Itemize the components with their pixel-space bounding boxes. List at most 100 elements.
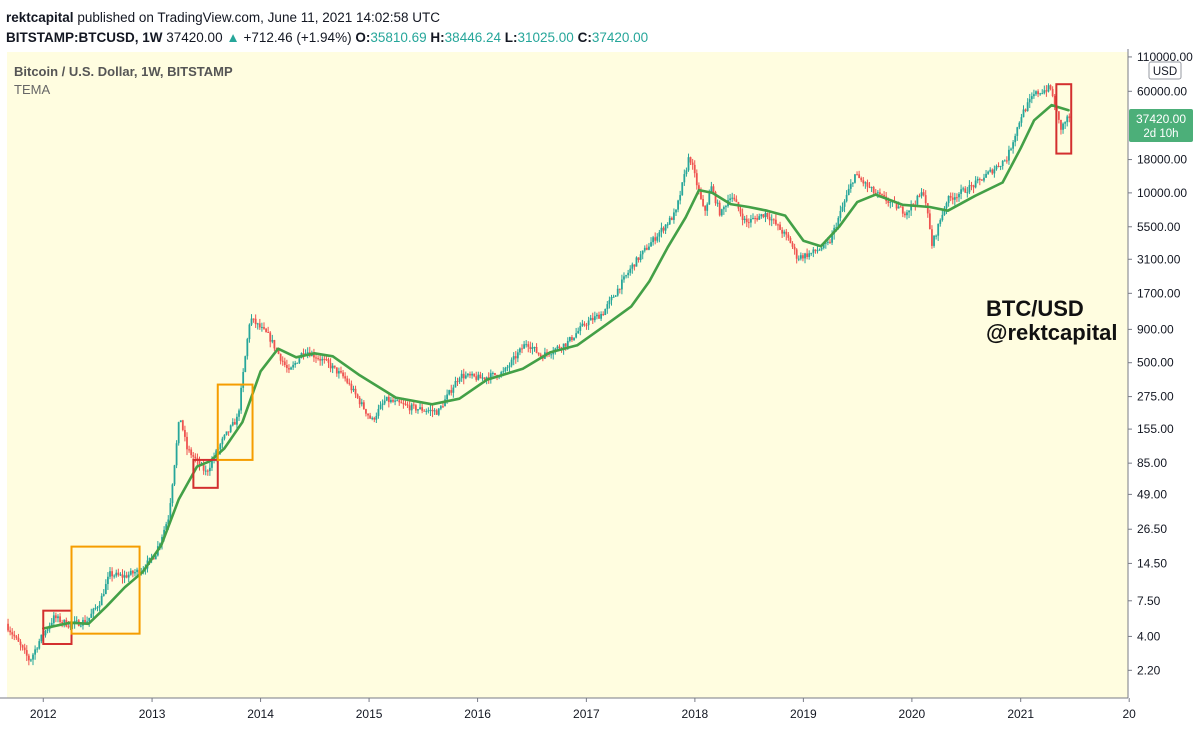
candle	[115, 569, 118, 578]
candle	[928, 209, 931, 230]
candle	[933, 235, 935, 248]
chart-header: rektcapital published on TradingView.com…	[6, 8, 1196, 48]
price-tick-label: 500.00	[1137, 356, 1174, 370]
candle	[970, 181, 973, 191]
open-label: O:	[355, 30, 371, 45]
candle	[864, 181, 867, 189]
candle	[86, 616, 89, 624]
candle	[1010, 147, 1012, 151]
candle	[591, 312, 594, 325]
candle	[412, 401, 415, 409]
candle	[188, 445, 190, 453]
candle	[273, 339, 276, 352]
annotation-boxes	[42, 83, 1073, 645]
candle	[1014, 133, 1017, 147]
candle	[829, 239, 831, 244]
candle	[190, 447, 193, 459]
candle	[414, 403, 417, 414]
candle	[504, 366, 507, 373]
candle	[467, 373, 469, 378]
candle	[741, 208, 744, 226]
candle	[90, 608, 93, 618]
candle	[1026, 98, 1029, 112]
price-chart[interactable]: 110000.00 60000.00 18000.00 10000.00 5500.00…	[0, 49, 1200, 741]
candle	[602, 311, 605, 317]
candle	[419, 402, 421, 410]
candle	[256, 322, 259, 330]
candle	[571, 334, 573, 342]
candle	[1020, 113, 1023, 127]
candle	[635, 256, 638, 267]
candle	[664, 224, 667, 235]
candle	[999, 165, 1002, 171]
candle	[901, 204, 904, 218]
candle	[966, 186, 969, 198]
candle	[631, 262, 634, 274]
candle	[352, 385, 355, 393]
candle	[750, 214, 752, 228]
candle	[1051, 86, 1054, 98]
candle	[660, 222, 663, 238]
candle	[614, 294, 617, 297]
candle	[791, 241, 794, 250]
candle	[102, 589, 105, 597]
candle	[15, 634, 18, 640]
price-tick-label: 26.50	[1137, 522, 1167, 536]
candle	[1045, 85, 1048, 97]
candle	[581, 319, 584, 327]
candle	[321, 356, 324, 366]
candle	[121, 569, 124, 584]
author-name[interactable]: rektcapital	[6, 10, 74, 25]
candle	[491, 371, 494, 378]
currency-badge[interactable]: USD	[1148, 61, 1182, 80]
candle	[21, 644, 24, 651]
candle	[903, 211, 906, 218]
candle	[98, 601, 101, 612]
price-tick-label: 60000.00	[1137, 84, 1187, 98]
candle	[787, 232, 790, 241]
candle	[233, 418, 236, 425]
time-tick-label: 2018	[682, 707, 709, 721]
candle	[285, 359, 288, 373]
candle	[720, 208, 723, 217]
close-label: C:	[577, 30, 592, 45]
candle	[175, 440, 178, 469]
candle	[931, 225, 933, 249]
candle	[616, 285, 619, 297]
candle	[327, 357, 330, 368]
candle	[600, 311, 602, 321]
orange-highlight-box	[70, 545, 141, 635]
candle	[171, 483, 174, 507]
candle	[772, 218, 775, 225]
candle	[52, 611, 55, 627]
candle	[983, 173, 985, 183]
candle	[941, 210, 944, 222]
candle	[340, 366, 342, 374]
red-highlight-box	[1055, 83, 1073, 155]
candle	[508, 362, 511, 373]
chart-title: Bitcoin / U.S. Dollar, 1W, BITSTAMP	[14, 64, 233, 79]
time-axis[interactable]: 2012 2013 2014 2015 2016 2017 2018 2019 2020 2021…	[0, 697, 1136, 721]
candle	[633, 264, 636, 271]
candle	[375, 412, 378, 424]
candle	[949, 192, 952, 202]
candle	[537, 352, 540, 357]
last-price-countdown: 2d 10h	[1143, 128, 1178, 140]
candle	[429, 404, 432, 416]
price-axis[interactable]: 110000.00 60000.00 18000.00 10000.00 5500.00…	[1127, 49, 1193, 698]
candle	[494, 372, 496, 376]
candle	[587, 316, 590, 330]
symbol-label: BITSTAMP:BTCUSD, 1W	[6, 30, 163, 45]
candle	[425, 408, 428, 415]
candle	[585, 322, 588, 330]
candle	[227, 431, 230, 436]
candle	[1016, 126, 1019, 141]
candle	[1005, 156, 1008, 164]
candle	[369, 412, 372, 420]
candle	[523, 340, 525, 349]
plot-area[interactable]	[7, 52, 1128, 698]
candle	[521, 344, 523, 354]
candle	[683, 169, 686, 186]
candle	[261, 322, 263, 332]
candle	[358, 395, 361, 408]
